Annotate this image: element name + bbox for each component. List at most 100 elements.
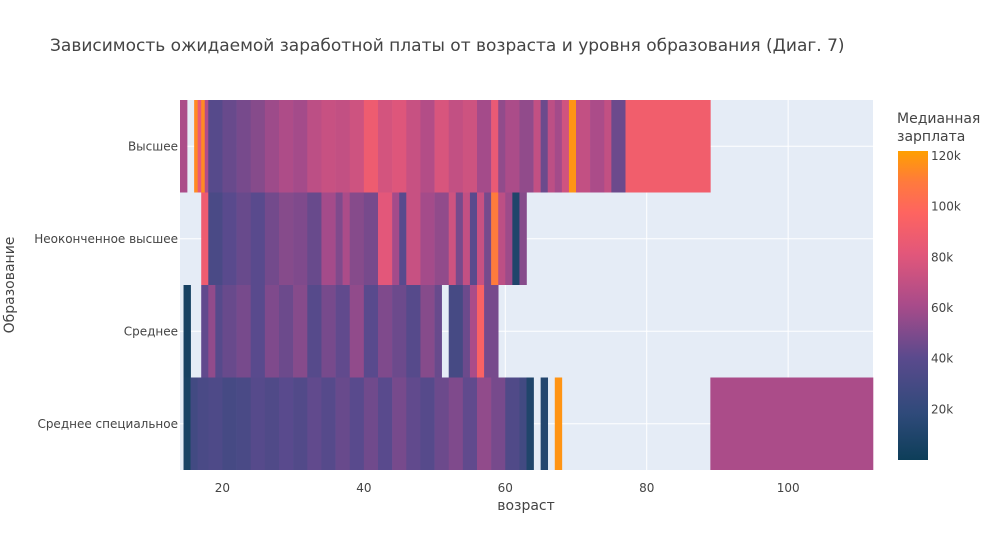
heatmap-cell [434,100,450,193]
colorbar-tick-label: 100k [931,200,961,214]
heatmap-cell [183,377,191,470]
heatmap-cell [498,100,506,193]
heatmap-cell [561,100,570,193]
heatmap-cell [222,100,237,193]
heatmap-cell [392,100,407,193]
heatmap-cell [576,100,591,193]
colorbar-gradient [898,151,928,460]
heatmap-cell [201,100,206,193]
heatmap-cell [498,192,506,285]
chart-title: Зависимость ожидаемой заработной платы о… [50,36,845,56]
heatmap-cell [321,100,336,193]
heatmap-cell [434,192,450,285]
heatmap-cell [420,285,435,378]
heatmap-cell [321,285,336,378]
heatmap-cell [363,192,379,285]
heatmap-cell [307,192,322,285]
heatmap-cell [279,100,294,193]
heatmap-cell [406,192,421,285]
heatmap-cell [264,100,280,193]
heatmap-cell [335,377,351,470]
heatmap-cell [611,100,626,193]
heatmap-cell [293,192,308,285]
heatmap-cell [554,377,563,470]
heatmap-cell [307,100,322,193]
heatmap-cell [392,377,407,470]
heatmap-cell [462,100,478,193]
heatmap-cell [321,192,336,285]
heatmap-cell [378,100,393,193]
heatmap-cell [406,100,421,193]
x-axis-ticks: 20 40 60 80 100 [215,481,800,495]
colorbar-tick-label: 40k [931,352,953,366]
heatmap-cell [335,192,343,285]
heatmap-cell [519,100,534,193]
heatmap-cell [208,285,216,378]
heatmap-cell [378,285,393,378]
heatmap-cell [190,377,198,470]
heatmap-cell [321,377,336,470]
heatmap-cell [201,192,209,285]
heatmap-row-3 [183,377,874,470]
y-tick-label: Среднее [124,324,178,338]
heatmap-cell [540,377,549,470]
heatmap-cell [208,100,223,193]
heatmap-cell [491,377,506,470]
heatmap-cell [208,377,223,470]
colorbar-tick-label: 20k [931,402,953,416]
heatmap-cell [590,100,605,193]
heatmap-cell [250,100,266,193]
heatmap-cell [519,377,527,470]
heatmap-cell [250,377,266,470]
heatmap-cell [208,192,223,285]
x-tick-label: 40 [356,481,371,495]
heatmap-row-1 [201,192,527,285]
heatmap-cell [307,285,322,378]
heatmap-cell [378,192,393,285]
heatmap-cell [448,285,464,378]
heatmap-cell [349,192,365,285]
heatmap-cell [420,100,435,193]
heatmap-cell [505,192,513,285]
heatmap-cell [491,100,499,193]
heatmap-cell [477,377,492,470]
colorbar-title-line-2: зарплата [897,129,965,145]
heatmap-cell [519,192,527,285]
heatmap-cell [505,100,520,193]
heatmap-cell [293,100,308,193]
heatmap-cell [222,285,237,378]
colorbar-tick-label: 60k [931,301,953,315]
heatmap-cell [505,377,520,470]
heatmap-cell [462,192,471,285]
heatmap-cell [420,192,435,285]
y-axis-ticks: Высшее Неоконченное высшее Среднее Среднее … [34,139,178,431]
heatmap-cell [455,192,464,285]
heatmap-cell [392,285,407,378]
heatmap-cell [448,192,457,285]
heatmap-cell [568,100,577,193]
x-tick-label: 60 [498,481,513,495]
y-tick-label: Среднее специальное [37,417,178,431]
heatmap-cell [434,285,442,378]
heatmap-cell [533,100,541,193]
x-tick-label: 80 [639,481,654,495]
heatmap-cell [293,377,308,470]
heatmap-cell [342,192,351,285]
heatmap-cell [399,192,407,285]
heatmap-cell [378,377,393,470]
heatmap-cell [477,192,485,285]
heatmap-cell [406,377,421,470]
heatmap-cell [236,192,252,285]
y-tick-label: Неоконченное высшее [34,232,178,246]
heatmap-cell [512,192,520,285]
heatmap-cell [264,377,280,470]
heatmap-cell [279,192,294,285]
heatmap-cell [363,100,379,193]
heatmap-cell [180,100,188,193]
heatmap-cell [462,285,471,378]
heatmap-cell [307,377,322,470]
heatmap-cell [204,100,209,193]
heatmap-cell [215,285,223,378]
y-axis-title: Образование [2,237,18,334]
heatmap-cell [604,100,612,193]
